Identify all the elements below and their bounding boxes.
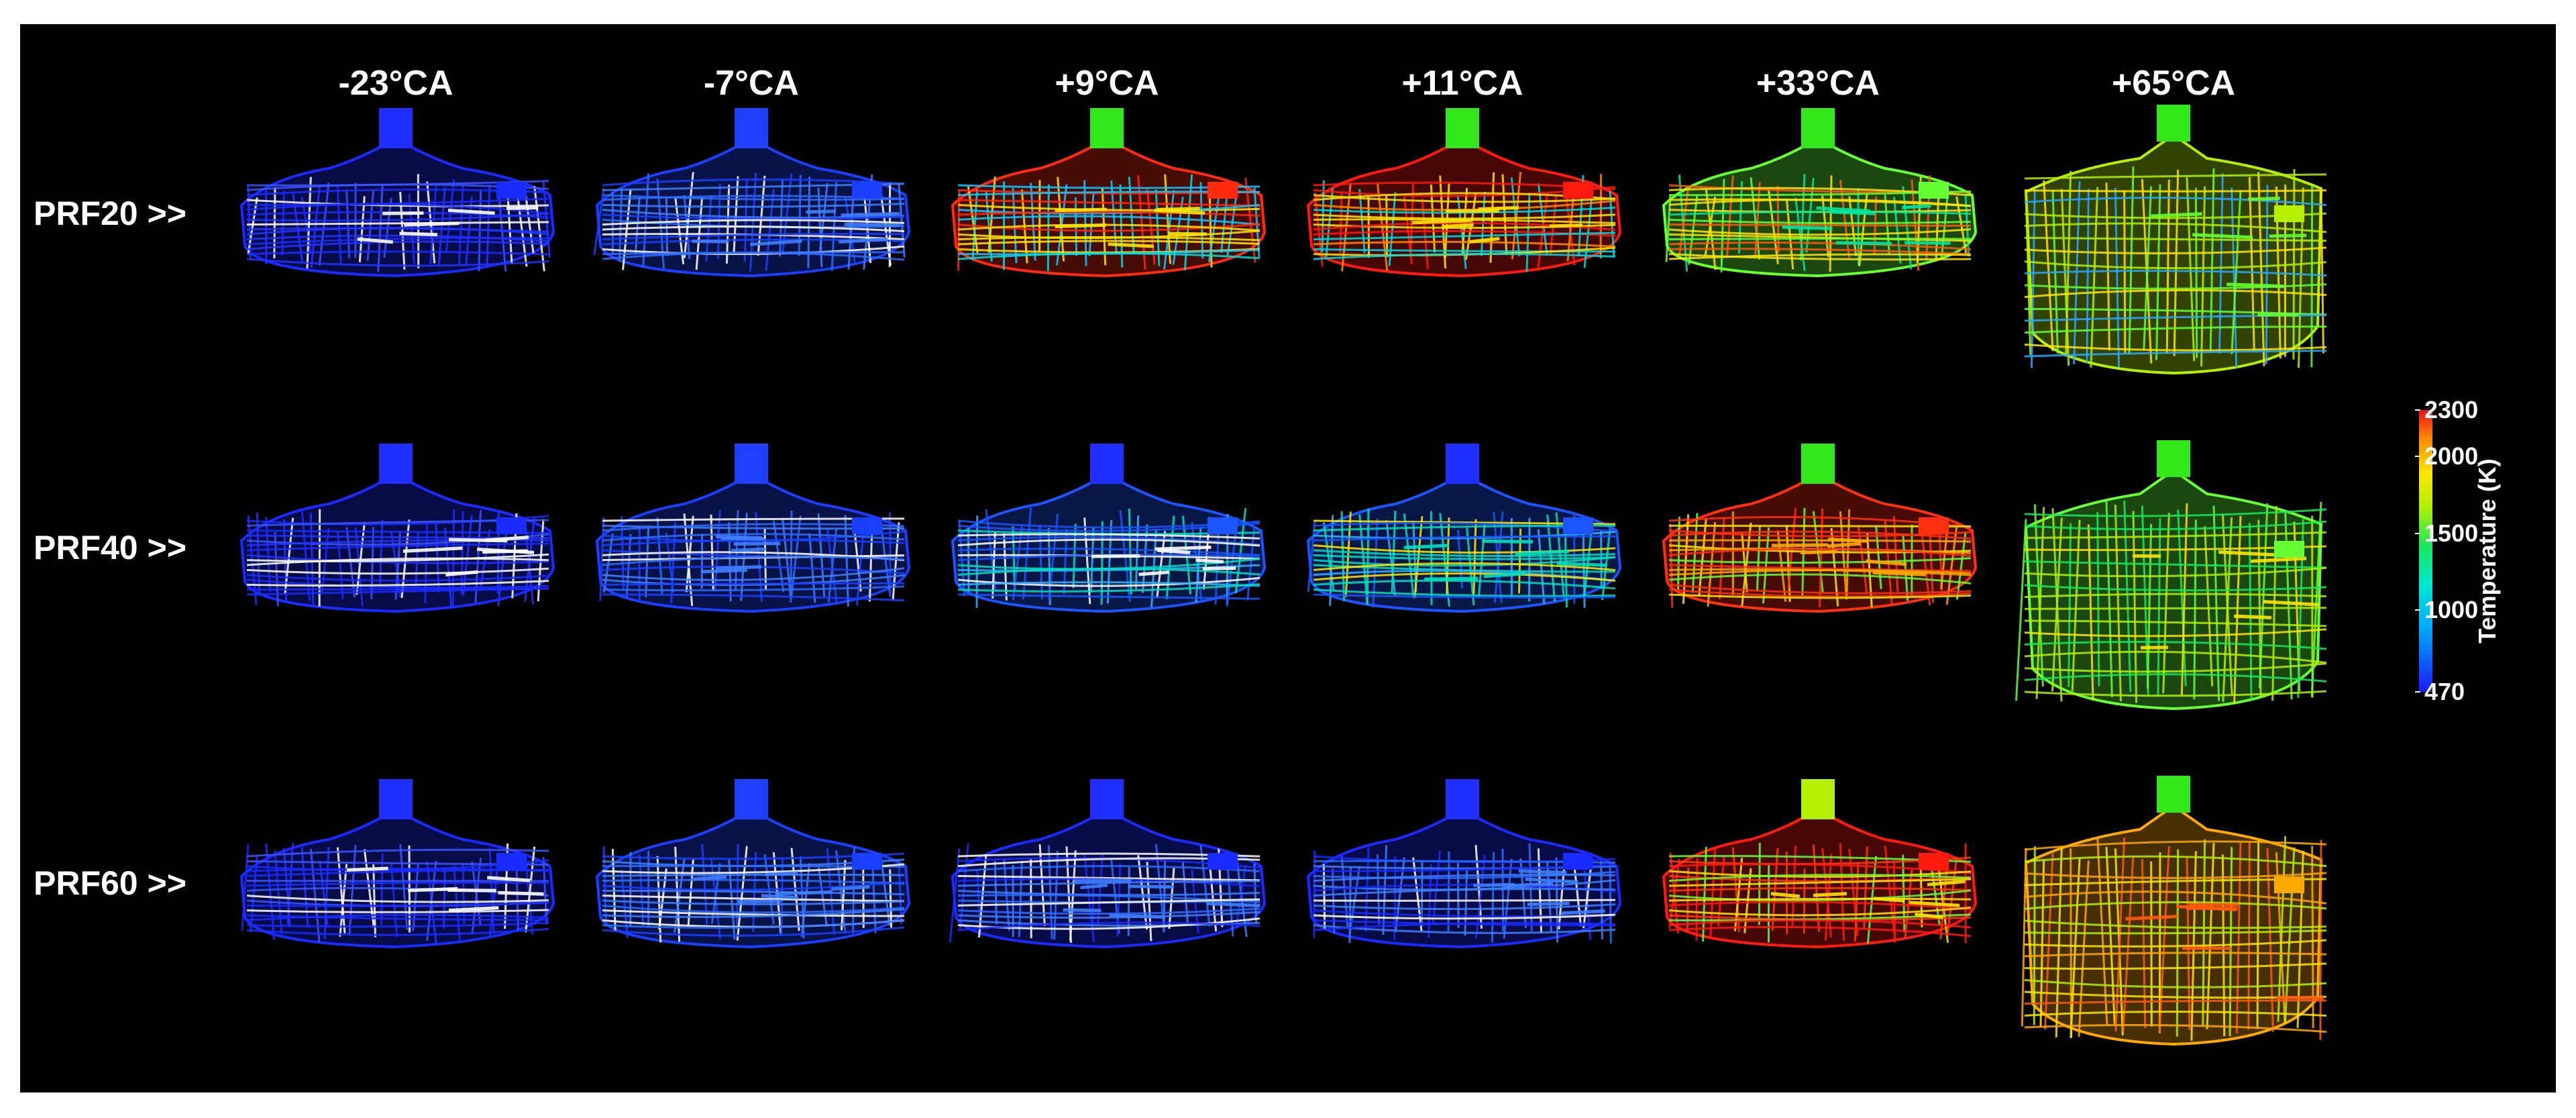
colorbar-gradient: [2419, 410, 2432, 692]
combustion-render: [1295, 105, 1630, 306]
combustion-render: [1295, 776, 1630, 977]
colorbar-tick: [2415, 609, 2420, 611]
column-header: +65°CA: [2111, 64, 2236, 103]
colorbar-tick-label: 2000: [2424, 442, 2479, 470]
colorbar: 2300 2000 1500 1000 470 Temperature (K): [2395, 397, 2542, 715]
colorbar-title: Temperature (K): [2473, 458, 2501, 644]
combustion-render: [228, 105, 564, 306]
combustion-render: [584, 105, 919, 306]
combustion-render: [1650, 105, 1986, 306]
combustion-render: [228, 440, 564, 642]
column-header: -7°CA: [703, 64, 800, 103]
figure-panel: -23°CA -7°CA +9°CA +11°CA +33°CA +65°CA …: [20, 24, 2556, 1092]
combustion-render: [939, 440, 1275, 642]
combustion-render: [228, 776, 564, 977]
combustion-render: [584, 440, 919, 642]
combustion-render: [1650, 440, 1986, 642]
colorbar-tick-label: 2300: [2424, 396, 2479, 423]
column-header: +9°CA: [1055, 64, 1159, 103]
combustion-render: [2006, 440, 2341, 722]
colorbar-tick: [2415, 532, 2420, 534]
combustion-render: [1650, 776, 1986, 977]
colorbar-tick: [2415, 691, 2420, 693]
column-header: -23°CA: [338, 64, 453, 103]
colorbar-tick-label: 1500: [2424, 519, 2479, 547]
colorbar-tick: [2415, 409, 2420, 411]
combustion-render: [939, 776, 1275, 977]
combustion-render: [1295, 440, 1630, 642]
combustion-render: [2006, 776, 2341, 1058]
row-label: PRF60 >>: [34, 864, 186, 902]
column-header: +11°CA: [1401, 64, 1523, 103]
colorbar-tick-label: 1000: [2424, 596, 2479, 624]
combustion-render: [584, 776, 919, 977]
combustion-render: [2006, 105, 2341, 387]
row-label: PRF40 >>: [34, 529, 186, 566]
colorbar-tick: [2415, 455, 2420, 457]
column-header: +33°CA: [1756, 64, 1880, 103]
combustion-render: [939, 105, 1275, 306]
row-label: PRF20 >>: [34, 195, 186, 232]
colorbar-tick-label: 470: [2424, 678, 2465, 705]
